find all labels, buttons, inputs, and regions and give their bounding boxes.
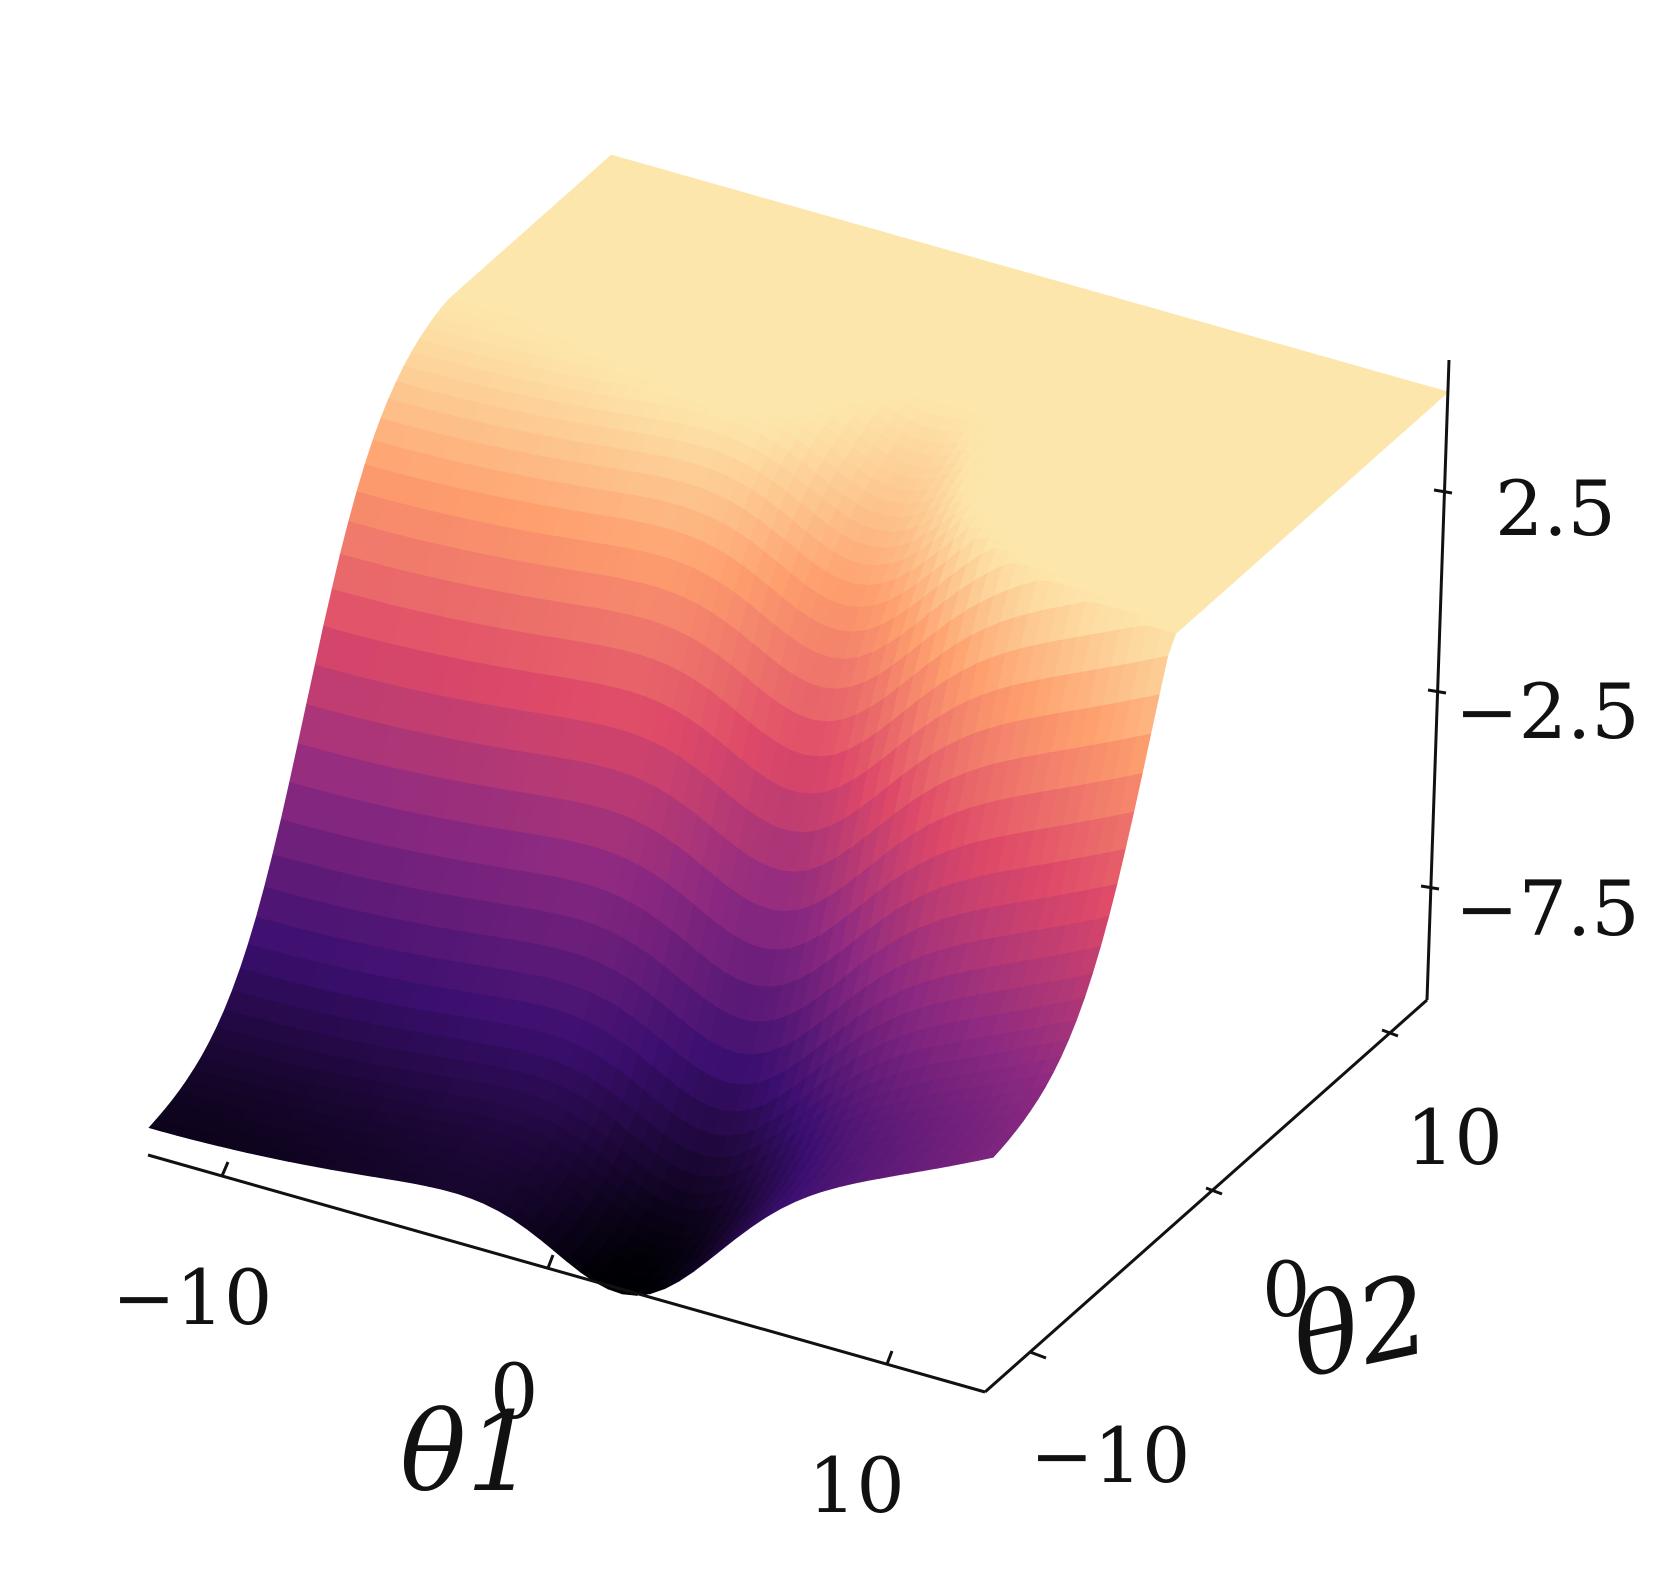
z-tick-label: 2.5 bbox=[1495, 464, 1616, 553]
x-tick-mark bbox=[220, 1161, 230, 1177]
z-tick-mark bbox=[1433, 488, 1453, 495]
x-tick-mark bbox=[885, 1350, 894, 1365]
z-tick-label: −7.5 bbox=[1455, 864, 1640, 953]
y-tick-label: 10 bbox=[1406, 1093, 1503, 1182]
surface bbox=[148, 154, 1449, 1296]
z-tick-mark bbox=[1427, 688, 1447, 695]
y-tick-label: −10 bbox=[1030, 1411, 1190, 1500]
z-tick-mark bbox=[1420, 884, 1440, 891]
x-axis-label: θ1 bbox=[400, 1388, 536, 1516]
x-tick-mark bbox=[546, 1254, 555, 1269]
x-tick-label: 10 bbox=[808, 1441, 905, 1530]
x-tick-label: −10 bbox=[112, 1253, 272, 1342]
z-tick-label: −2.5 bbox=[1455, 667, 1640, 756]
y-tick-mark bbox=[1029, 1350, 1047, 1360]
y-axis-label: θ2 bbox=[1281, 1250, 1441, 1404]
z-axis-line bbox=[1425, 359, 1451, 1001]
